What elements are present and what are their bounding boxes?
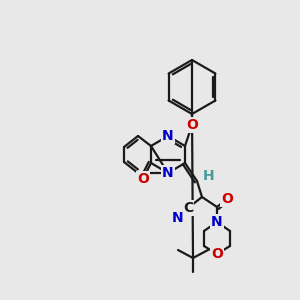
Text: N: N [211,215,223,229]
Text: N: N [162,129,174,143]
Text: N: N [162,166,174,180]
Text: H: H [203,169,215,183]
Text: N: N [172,211,184,225]
Text: O: O [137,172,149,186]
Text: O: O [221,192,233,206]
Text: O: O [211,247,223,261]
Text: C: C [183,201,193,215]
Text: O: O [186,118,198,132]
